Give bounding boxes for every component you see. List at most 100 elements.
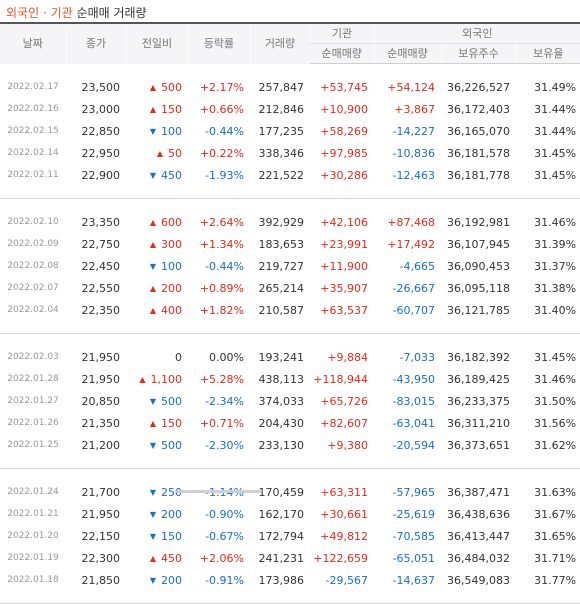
cell-change: ▼ 500 — [126, 390, 188, 412]
change-value: 200 — [161, 573, 182, 587]
cell-date: 2022.01.25 — [7, 440, 59, 450]
col-header-close: 종가 — [65, 22, 126, 64]
title-foreign: 외국인 — [6, 6, 40, 20]
change-value: 600 — [161, 215, 182, 229]
cell-date: 2022.01.20 — [7, 531, 59, 541]
cell-inst-net: +65,726 — [320, 394, 368, 408]
cell-rate: 0.00% — [209, 350, 244, 364]
cell-foreign-ratio: 31.46% — [534, 372, 577, 386]
cell-volume: 183,653 — [258, 237, 305, 251]
cell-volume: 221,522 — [258, 168, 305, 182]
cell-change: ▼ 100 — [126, 255, 188, 277]
cell-date: 2022.02.16 — [7, 104, 59, 114]
change-value: 0 — [175, 350, 182, 364]
cell-volume: 392,929 — [258, 215, 305, 229]
cell-foreign-shares: 36,107,945 — [447, 237, 510, 251]
cell-foreign-ratio: 31.46% — [534, 215, 577, 229]
cell-change: ▼ 100 — [126, 120, 188, 142]
down-triangle-icon: ▼ — [149, 440, 156, 450]
cell-close: 22,350 — [81, 303, 121, 317]
cell-volume: 173,986 — [258, 573, 305, 587]
cell-close: 21,850 — [81, 573, 121, 587]
cell-inst-net: +11,900 — [320, 259, 368, 273]
cell-change: ▲ 400 — [126, 299, 188, 321]
cell-foreign-shares: 36,413,447 — [447, 529, 510, 543]
panel-title: 외국인 · 기관 순매매 거래량 — [6, 4, 147, 22]
cell-inst-net: +58,269 — [320, 124, 368, 138]
cell-close: 22,550 — [81, 281, 121, 295]
cell-volume: 162,170 — [258, 507, 305, 521]
table-row: 2022.01.19 22,300 ▲ 450 +2.06% 241,231 +122,65… — [0, 547, 580, 569]
cell-close: 21,950 — [81, 350, 121, 364]
cell-foreign-shares: 36,484,032 — [447, 551, 510, 565]
cell-foreign-shares: 36,121,785 — [447, 303, 510, 317]
cell-foreign-ratio: 31.45% — [534, 168, 577, 182]
cell-foreign-net: -57,965 — [392, 485, 435, 499]
cell-date: 2022.01.24 — [7, 487, 59, 497]
cell-foreign-net: -7,033 — [399, 350, 435, 364]
down-triangle-icon: ▼ — [149, 509, 156, 519]
horizontal-scrollbar[interactable] — [176, 490, 262, 493]
col-header-foreign-ratio: 보유율 — [515, 43, 580, 64]
cell-volume: 438,113 — [258, 372, 305, 386]
cell-inst-net: +30,661 — [320, 507, 368, 521]
cell-close: 21,200 — [81, 438, 121, 452]
table-row: 2022.01.26 21,350 ▲ 150 +0.71% 204,430 +82,607… — [0, 412, 580, 434]
table-row: 2022.01.18 21,850 ▼ 200 -0.91% 173,986 -29,567… — [0, 569, 580, 591]
cell-foreign-shares: 36,095,118 — [447, 281, 510, 295]
cell-foreign-shares: 36,172,403 — [447, 102, 510, 116]
cell-volume: 204,430 — [258, 416, 305, 430]
title-separator: · — [42, 6, 47, 20]
cell-foreign-ratio: 31.49% — [534, 80, 577, 94]
change-value: 100 — [161, 259, 182, 273]
cell-change: ▼ 150 — [126, 525, 188, 547]
cell-change: ▲ 50 — [126, 142, 188, 164]
cell-foreign-net: -70,585 — [392, 529, 435, 543]
cell-change: ▲ 200 — [126, 277, 188, 299]
cell-close: 21,700 — [81, 485, 121, 499]
cell-volume: 374,033 — [258, 394, 305, 408]
cell-volume: 257,847 — [258, 80, 305, 94]
col-header-change: 전일비 — [125, 22, 188, 64]
cell-foreign-ratio: 31.37% — [534, 259, 577, 273]
cell-change: ▲ 1,100 — [126, 368, 188, 390]
change-value: 450 — [161, 551, 182, 565]
title-institution: 기관 — [50, 6, 73, 20]
cell-close: 22,950 — [81, 146, 121, 160]
cell-inst-net: +42,106 — [320, 215, 368, 229]
cell-inst-net: +118,944 — [313, 372, 368, 386]
cell-foreign-net: -20,594 — [392, 438, 435, 452]
cell-rate: +1.82% — [199, 303, 244, 317]
col-header-foreign-net: 순매매량 — [373, 43, 441, 64]
cell-volume: 172,794 — [258, 529, 305, 543]
change-value: 500 — [161, 394, 182, 408]
cell-change: ▲ 500 — [126, 76, 188, 98]
up-triangle-icon: ▲ — [139, 374, 146, 384]
table-row: 2022.02.08 22,450 ▼ 100 -0.44% 219,727 +11,900… — [0, 255, 580, 277]
cell-inst-net: +53,745 — [320, 80, 368, 94]
cell-close: 22,450 — [81, 259, 121, 273]
cell-close: 21,950 — [81, 507, 121, 521]
cell-volume: 212,846 — [258, 102, 305, 116]
cell-foreign-shares: 36,549,083 — [447, 573, 510, 587]
cell-date: 2022.02.03 — [7, 352, 59, 362]
cell-volume: 219,727 — [258, 259, 305, 273]
cell-rate: -2.30% — [205, 438, 244, 452]
cell-change: ▲ 150 — [126, 98, 188, 120]
cell-date: 2022.02.11 — [7, 170, 59, 180]
change-value: 50 — [168, 146, 182, 160]
group-divider-row — [0, 321, 580, 334]
cell-foreign-shares: 36,233,375 — [447, 394, 510, 408]
cell-close: 23,000 — [81, 102, 121, 116]
change-value: 150 — [161, 102, 182, 116]
group-divider-row — [0, 186, 580, 199]
cell-rate: -0.91% — [205, 573, 244, 587]
cell-foreign-ratio: 31.62% — [534, 438, 577, 452]
cell-date: 2022.01.27 — [7, 396, 59, 406]
cell-volume: 177,235 — [258, 124, 305, 138]
up-triangle-icon: ▲ — [149, 82, 156, 92]
cell-rate: +2.64% — [199, 215, 244, 229]
cell-rate: +0.22% — [199, 146, 244, 160]
cell-foreign-net: -12,463 — [392, 168, 435, 182]
table-row: 2022.02.07 22,550 ▲ 200 +0.89% 265,214 +35,907… — [0, 277, 580, 299]
